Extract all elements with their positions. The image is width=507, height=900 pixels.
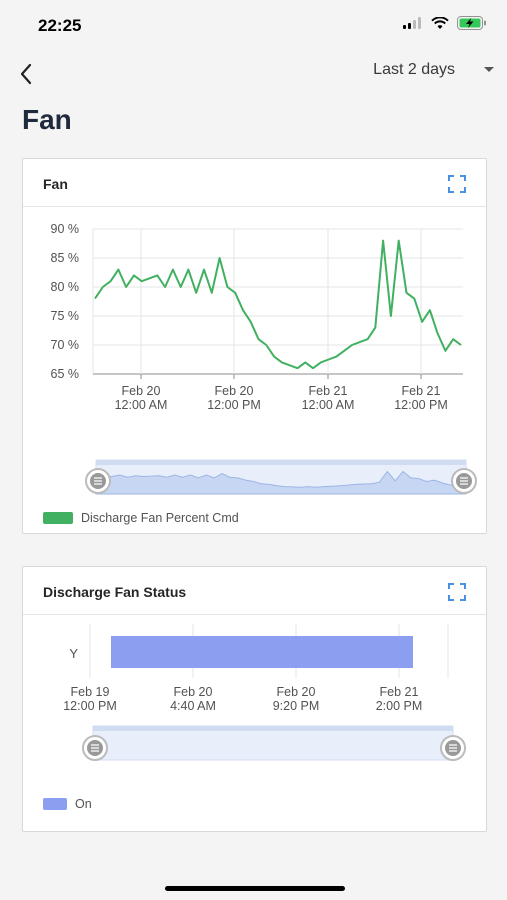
x-tick-time: 9:20 PM xyxy=(273,699,320,713)
x-tick-date: Feb 21 xyxy=(402,384,441,398)
status-legend: On xyxy=(43,797,92,811)
zoom-handle-left[interactable] xyxy=(85,468,111,494)
x-tick-date: Feb 20 xyxy=(174,685,213,699)
legend-label: On xyxy=(75,797,92,811)
x-tick-time: 2:00 PM xyxy=(376,699,423,713)
nav-bar: Last 2 days xyxy=(0,55,507,95)
expand-icon[interactable] xyxy=(448,583,466,601)
caret-down-icon xyxy=(484,67,494,72)
x-tick-date: Feb 20 xyxy=(215,384,254,398)
card-title: Discharge Fan Status xyxy=(43,584,187,600)
overview-area xyxy=(95,470,467,495)
x-tick-time: 12:00 AM xyxy=(302,398,355,412)
fan-chart-card: Fan 90 % 85 % 80 % 75 % 70 % 65 % Feb 20 12:00… xyxy=(22,158,487,534)
x-tick-time: 12:00 PM xyxy=(63,699,117,713)
zoom-slider[interactable] xyxy=(92,725,454,761)
x-tick-date: Feb 19 xyxy=(71,685,110,699)
y-tick-label: 65 % xyxy=(51,367,80,381)
time-range-dropdown[interactable]: Last 2 days xyxy=(373,61,495,79)
status-time: 22:25 xyxy=(38,16,82,35)
chevron-left-icon xyxy=(20,63,32,85)
page-title: Fan xyxy=(22,104,72,135)
battery-charging-icon xyxy=(457,16,486,30)
chart-gridlines xyxy=(92,228,463,375)
zoom-handle-right[interactable] xyxy=(440,735,466,761)
y-tick-label: 75 % xyxy=(51,309,80,323)
x-tick-time: 12:00 PM xyxy=(394,398,448,412)
fan-status-card: Discharge Fan Status Y Feb 19 12:00 PM Feb… xyxy=(22,566,487,832)
zoom-handle-left[interactable] xyxy=(82,735,108,761)
card-header: Discharge Fan Status xyxy=(23,567,486,615)
y-tick-label: 90 % xyxy=(51,222,80,236)
home-indicator xyxy=(165,886,345,891)
card-title: Fan xyxy=(43,176,68,192)
zoom-slider[interactable] xyxy=(95,459,467,495)
x-tick-time: 12:00 PM xyxy=(207,398,261,412)
x-tick-date: Feb 20 xyxy=(277,685,316,699)
legend-swatch-on xyxy=(43,798,67,810)
y-axis-ticks: 90 % 85 % 80 % 75 % 70 % 65 % xyxy=(51,222,80,381)
x-tick-date: Feb 20 xyxy=(122,384,161,398)
zoom-handle-right[interactable] xyxy=(451,468,477,494)
y-tick-label: 85 % xyxy=(51,251,80,265)
card-header: Fan xyxy=(23,159,486,207)
y-tick-label: 70 % xyxy=(51,338,80,352)
x-tick-time: 12:00 AM xyxy=(115,398,168,412)
legend-label: Discharge Fan Percent Cmd xyxy=(81,511,239,525)
expand-icon[interactable] xyxy=(448,175,466,193)
status-on-bar xyxy=(111,636,413,668)
x-tick-time: 4:40 AM xyxy=(170,699,216,713)
time-range-label: Last 2 days xyxy=(373,61,455,78)
y-category-label: Y xyxy=(69,646,78,661)
status-bar: 22:25 xyxy=(0,0,507,50)
x-tick-date: Feb 21 xyxy=(309,384,348,398)
fan-series-line xyxy=(94,239,462,370)
y-tick-label: 80 % xyxy=(51,280,80,294)
cellular-signal-icon xyxy=(403,17,421,29)
fan-legend: Discharge Fan Percent Cmd xyxy=(43,511,239,525)
status-icons xyxy=(403,16,487,30)
wifi-icon xyxy=(431,16,449,29)
back-button[interactable] xyxy=(12,59,40,89)
legend-swatch-fan xyxy=(43,512,73,524)
x-tick-date: Feb 21 xyxy=(380,685,419,699)
